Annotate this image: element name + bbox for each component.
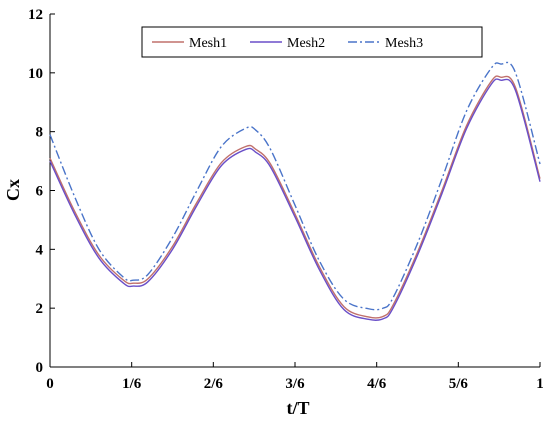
y-axis-title: Cx [3, 179, 23, 201]
series-line-mesh3 [49, 61, 541, 311]
x-tick-label: 1/6 [122, 376, 142, 392]
legend-label-mesh1: Mesh1 [189, 36, 227, 51]
x-tick-label: 1 [536, 376, 544, 392]
y-tick-label: 4 [36, 242, 44, 258]
y-tick-label: 2 [36, 301, 44, 317]
series-line-mesh1 [49, 75, 541, 319]
legend-label-mesh2: Mesh2 [287, 36, 325, 51]
x-tick-label: 3/6 [285, 376, 305, 392]
x-tick-label: 5/6 [449, 376, 469, 392]
x-tick-label: 0 [46, 376, 54, 392]
series-line-mesh2 [49, 78, 541, 322]
y-tick-label: 8 [36, 125, 44, 141]
axes: 0 2 4 6 8 10 12 0 1/6 2/6 3/6 4/6 5/6 1 [28, 7, 544, 392]
y-tick-label: 0 [36, 360, 44, 376]
x-tick-label: 4/6 [367, 376, 387, 392]
y-tick-label: 12 [28, 7, 43, 23]
y-tick-label: 6 [36, 184, 44, 200]
legend-label-mesh3: Mesh3 [385, 36, 423, 51]
x-axis-title: t/T [286, 398, 309, 418]
x-tick-label: 2/6 [204, 376, 224, 392]
series-group [49, 61, 541, 322]
y-tick-label: 10 [28, 66, 43, 82]
legend-box [141, 26, 483, 58]
legend: Mesh1 Mesh2 Mesh3 [141, 26, 483, 58]
